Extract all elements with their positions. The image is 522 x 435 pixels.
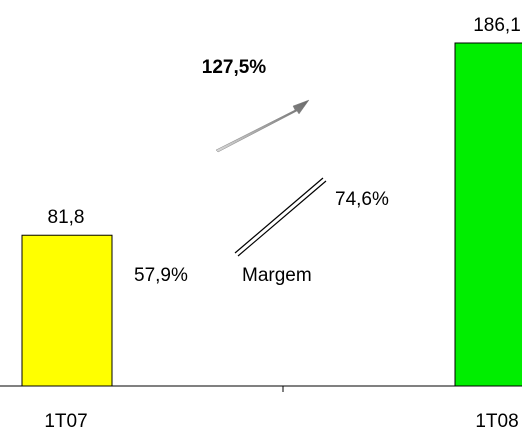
x-tick-label-1t07: 1T07 <box>44 411 87 432</box>
margin-trend-line-lower <box>237 180 327 257</box>
margin-label: Margem <box>242 265 312 286</box>
value-label-1t08: 186,1 <box>473 15 521 36</box>
margin-end-annotation: 74,6% <box>335 189 389 210</box>
bar-1t08 <box>454 42 522 387</box>
x-tick-label-1t08: 1T08 <box>475 411 518 432</box>
growth-arrow-icon <box>215 99 310 153</box>
value-label-1t07: 81,8 <box>48 207 85 228</box>
growth-annotation: 127,5% <box>202 57 267 78</box>
margin-start-annotation: 57,9% <box>134 265 188 286</box>
margin-trend-line-upper <box>234 177 324 254</box>
bar-1t07 <box>21 234 113 387</box>
